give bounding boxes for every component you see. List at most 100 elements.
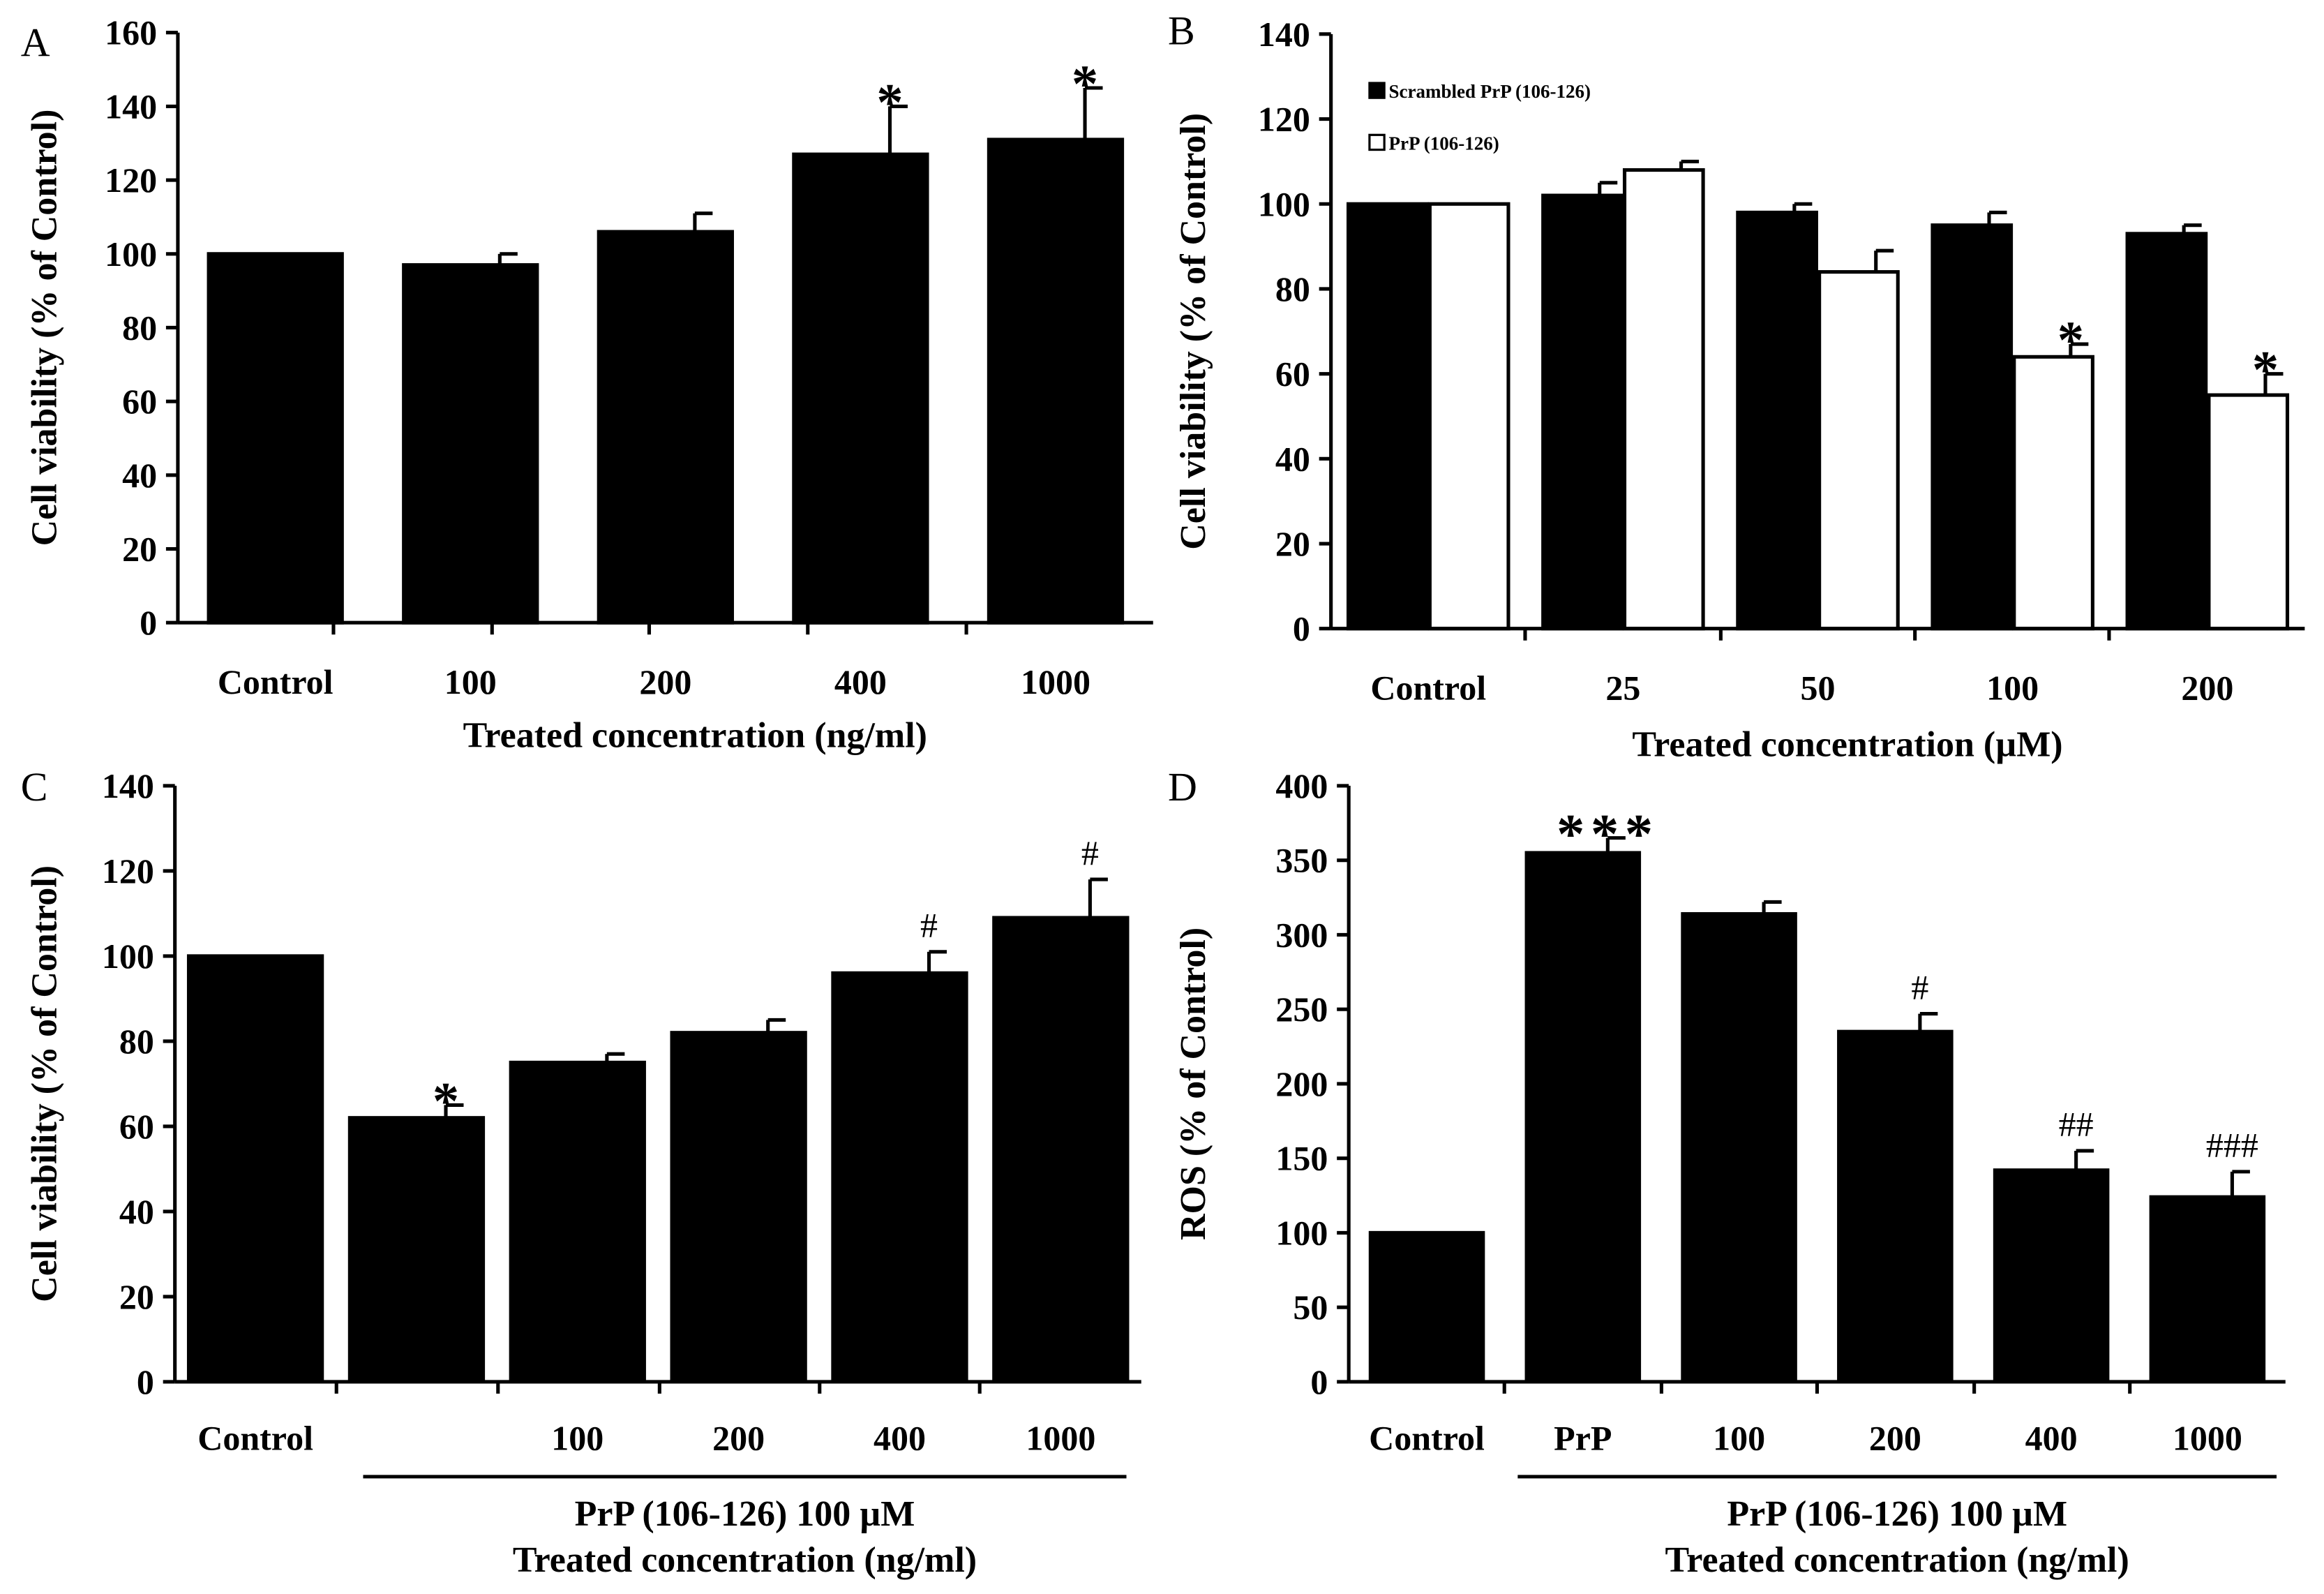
legend-swatch-2 (1368, 133, 1386, 151)
x-tick-label: 200 (639, 662, 691, 701)
y-tick-label: 40 (1275, 439, 1310, 478)
bar-a-1-4 (792, 152, 929, 625)
bar-b-2-4 (2012, 355, 2094, 631)
bar-d-1-6 (2149, 1195, 2266, 1384)
bar-b-2-5 (2207, 393, 2290, 631)
x-tick-label: 100 (1986, 669, 2039, 708)
bar-b-1-3 (1736, 210, 1818, 631)
bar-b-2-3 (1817, 270, 1900, 631)
y-tick-label: 80 (1275, 269, 1310, 308)
bar-a-1-5 (987, 137, 1125, 625)
bar-a-1-3 (597, 230, 734, 625)
x-tick-label: 100 (1713, 1419, 1765, 1458)
x-tick-label: 1000 (1021, 662, 1090, 701)
bar-c-1-4 (670, 1031, 807, 1384)
x-tick-label: Control (1369, 1419, 1485, 1458)
panel-b: B 0 20 40 60 80 100 120 140 * * Control 25 50 100 200 Tr… (1168, 8, 2305, 764)
y-axis-title: Cell viability (% of Control) (1174, 113, 1213, 550)
y-tick-label: 120 (1258, 100, 1310, 139)
legend-label-2: PrP (106-126) (1389, 133, 1499, 154)
bar-b-1-4 (1931, 223, 2014, 631)
bar-a-1-1 (207, 252, 344, 625)
y-tick-label: 140 (1258, 15, 1310, 54)
significance-marker: * (1072, 54, 1098, 113)
x-tick-label: 1000 (1026, 1419, 1095, 1458)
panel-letter-d: D (1168, 764, 1197, 810)
significance-marker: * (433, 1071, 459, 1131)
y-tick-label: 60 (122, 382, 157, 421)
x-tick-label: 100 (551, 1419, 604, 1458)
y-tick-label: 150 (1275, 1139, 1328, 1178)
bar-b-2-1 (1427, 202, 1510, 631)
y-tick-label: 40 (119, 1192, 154, 1231)
significance-marker: ### (2206, 1126, 2258, 1165)
bar-a-1-2 (402, 263, 539, 625)
y-axis-title: Cell viability (% of Control) (25, 865, 65, 1302)
y-tick-label: 100 (105, 234, 157, 274)
y-tick-label: 160 (105, 13, 157, 52)
y-tick-label: 60 (1275, 355, 1310, 394)
y-tick-label: 0 (140, 603, 157, 642)
significance-marker: * (2252, 340, 2279, 399)
bar-d-1-4 (1837, 1029, 1954, 1384)
bar-d-1-2 (1524, 851, 1642, 1384)
bar-c-1-1 (186, 954, 324, 1384)
x-tick-label: PrP (1554, 1419, 1612, 1458)
y-axis-title: ROS (% of Control) (1174, 928, 1213, 1240)
bar-c-1-5 (831, 971, 968, 1384)
bar-d-1-3 (1681, 911, 1797, 1384)
y-tick-label: 80 (119, 1022, 154, 1061)
panel-c: C 0 20 40 60 80 100 120 140 * # # Control 100 200 400 10… (21, 764, 1141, 1580)
significance-marker: *** (1557, 803, 1659, 865)
panel-letter-c: C (21, 764, 48, 810)
y-tick-label: 200 (1275, 1064, 1328, 1103)
x-tick-label: 400 (2025, 1419, 2078, 1458)
y-tick-label: 100 (1275, 1213, 1328, 1252)
y-tick-label: 60 (119, 1107, 154, 1146)
group-label: PrP (106-126) 100 µM (1727, 1494, 2067, 1534)
bar-c-1-3 (509, 1060, 646, 1384)
x-tick-label: 200 (2181, 669, 2233, 708)
x-tick-label: 200 (1869, 1419, 1921, 1458)
x-axis-title: Treated concentration (ng/ml) (1665, 1540, 2129, 1580)
legend-swatch-1 (1368, 82, 1386, 99)
y-tick-label: 40 (122, 456, 157, 495)
group-label: PrP (106-126) 100 µM (575, 1494, 915, 1534)
y-tick-label: 0 (1310, 1362, 1328, 1401)
x-axis-title: Treated concentration (µM) (1632, 724, 2062, 764)
y-tick-label: 250 (1275, 990, 1328, 1029)
x-tick-label: 400 (834, 662, 887, 701)
legend-label-1: Scrambled PrP (106-126) (1389, 81, 1591, 102)
significance-marker: * (876, 73, 903, 132)
y-tick-label: 140 (105, 87, 157, 126)
y-tick-label: 120 (102, 851, 154, 891)
panel-letter-b: B (1168, 8, 1195, 54)
bar-d-1-5 (1993, 1168, 2110, 1384)
y-tick-label: 20 (119, 1277, 154, 1316)
y-tick-label: 120 (105, 161, 157, 200)
x-axis-title: Treated concentration (ng/ml) (513, 1540, 977, 1580)
bar-b-1-5 (2125, 232, 2208, 631)
y-tick-label: 20 (122, 530, 157, 569)
y-tick-label: 0 (1293, 609, 1310, 648)
y-tick-label: 80 (122, 308, 157, 347)
panel-d: D050100150200250300350400***######Contro… (1168, 764, 2286, 1580)
y-tick-label: 0 (137, 1362, 154, 1401)
x-tick-label: 50 (1801, 669, 1836, 708)
y-tick-label: 400 (1275, 766, 1328, 805)
y-tick-label: 100 (1258, 184, 1310, 223)
bar-b-1-1 (1346, 202, 1429, 631)
x-tick-label: 100 (444, 662, 497, 701)
y-tick-label: 140 (102, 766, 154, 805)
bar-b-1-2 (1541, 193, 1624, 631)
significance-marker: ## (2059, 1105, 2094, 1144)
significance-marker: # (1081, 833, 1099, 872)
x-tick-label: Control (218, 662, 333, 701)
panel-letter-a: A (21, 20, 50, 66)
y-tick-label: 100 (102, 937, 154, 976)
x-axis-title: Treated concentration (ng/ml) (463, 716, 927, 756)
panel-a: A 0 20 40 60 80 100 120 140 160 * * Control 100 200 400… (21, 13, 1153, 756)
x-tick-label: 1000 (2173, 1419, 2242, 1458)
significance-marker: # (920, 906, 938, 945)
